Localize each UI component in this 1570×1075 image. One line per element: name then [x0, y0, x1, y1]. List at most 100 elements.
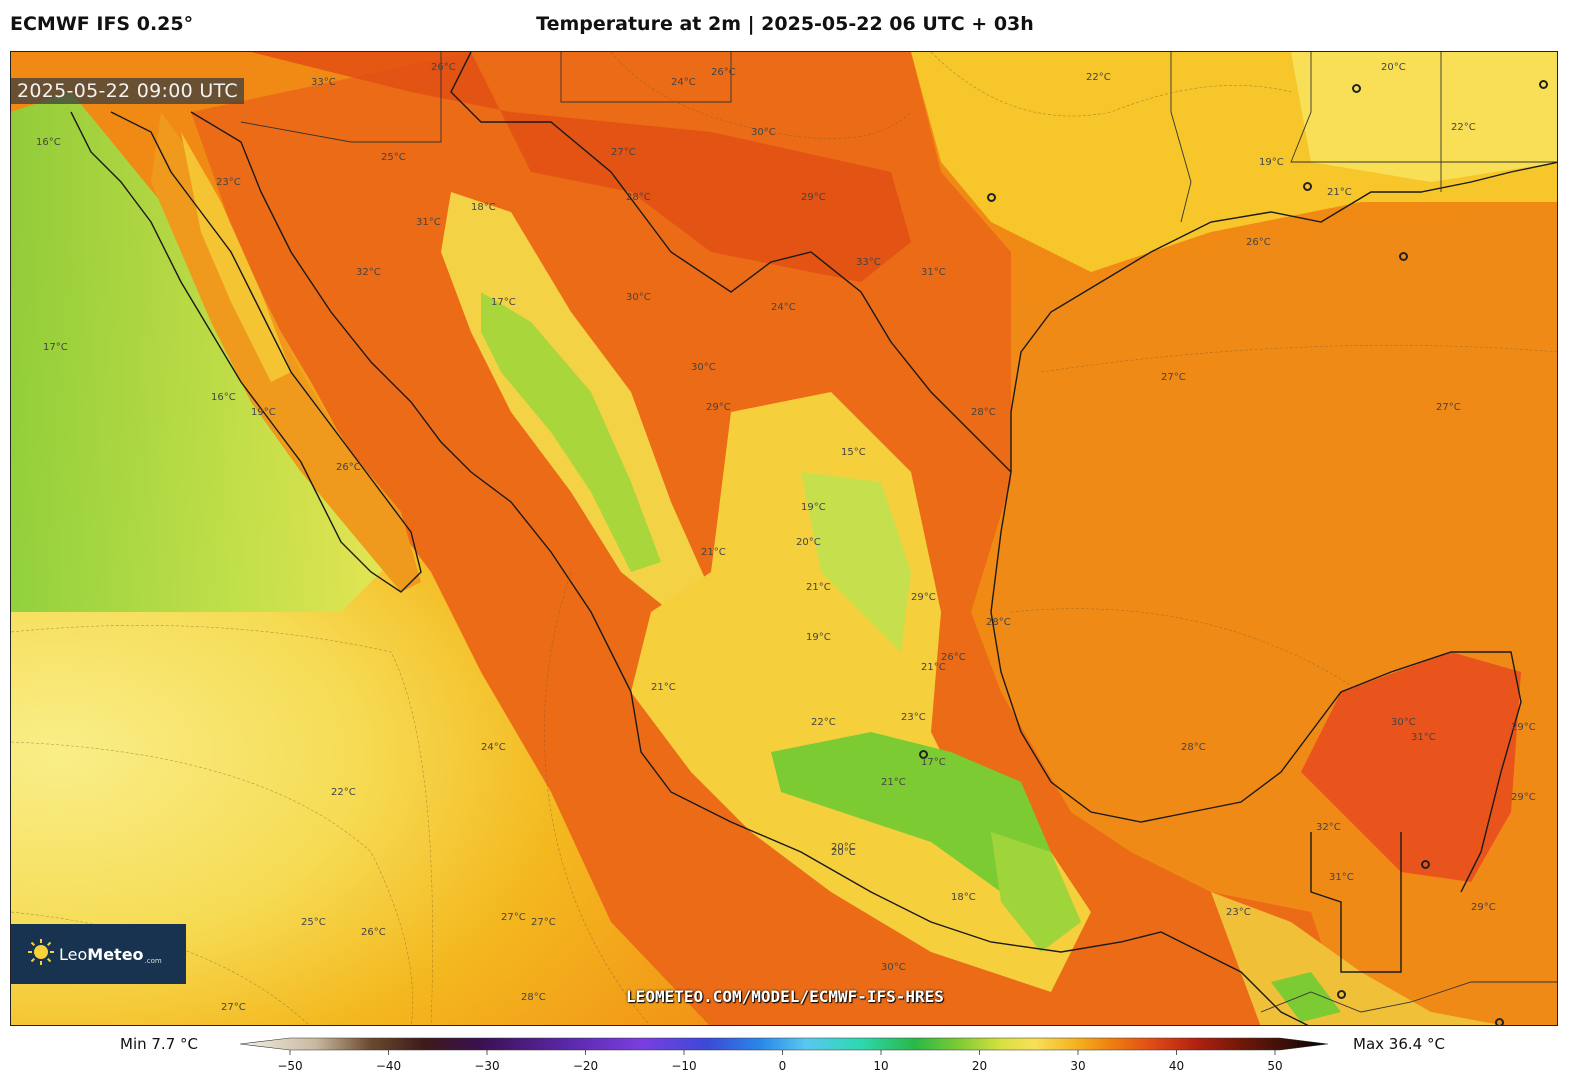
isotherm-label: 20°C: [831, 842, 856, 853]
leometeo-logo[interactable]: LeoMeteo.com: [11, 924, 186, 984]
isotherm-label: 32°C: [1316, 822, 1341, 833]
isotherm-label: 23°C: [1226, 907, 1251, 918]
model-title: ECMWF IFS 0.25°: [10, 13, 194, 35]
isotherm-label: 22°C: [1451, 122, 1476, 133]
isotherm-label: 32°C: [356, 267, 381, 278]
isotherm-label: 26°C: [361, 927, 386, 938]
chart-title: Temperature at 2m | 2025-05-22 06 UTC + …: [536, 13, 1034, 35]
colorbar-tick-label: −10: [671, 1059, 697, 1073]
isotherm-label: 31°C: [1411, 732, 1436, 743]
temperature-map[interactable]: 2025-05-22 09:00 UTC 33°C 26°C 24°C 30°C 29°…: [10, 51, 1558, 1026]
source-watermark: LEOMETEO.COM/MODEL/ECMWF-IFS-HRES: [626, 987, 944, 1006]
isotherm-label: 22°C: [331, 787, 356, 798]
min-temperature: Min 7.7 °C: [120, 1035, 198, 1053]
isotherm-label: 24°C: [771, 302, 796, 313]
isotherm-label: 15°C: [841, 447, 866, 458]
isotherm-label: 29°C: [801, 192, 826, 203]
city-marker[interactable]: [1539, 80, 1548, 89]
logo-text: LeoMeteo.com: [59, 944, 162, 965]
isotherm-label: 21°C: [651, 682, 676, 693]
isotherm-label: 30°C: [626, 292, 651, 303]
isotherm-label: 30°C: [881, 962, 906, 973]
isotherm-label: 33°C: [311, 77, 336, 88]
isotherm-label: 28°C: [626, 192, 651, 203]
city-marker[interactable]: [1352, 84, 1361, 93]
isotherm-label: 22°C: [1086, 72, 1111, 83]
isotherm-label: 20°C: [831, 847, 856, 858]
colorbar-tick-label: 40: [1168, 1059, 1185, 1073]
isotherm-label: 29°C: [1511, 792, 1536, 803]
isotherm-label: 25°C: [381, 152, 406, 163]
isotherm-label: 30°C: [691, 362, 716, 373]
city-marker[interactable]: [1337, 990, 1346, 999]
isotherm-label: 28°C: [986, 617, 1011, 628]
isotherm-label: 26°C: [336, 462, 361, 473]
isotherm-label: 27°C: [1161, 372, 1186, 383]
sun-icon: [27, 938, 55, 970]
city-marker[interactable]: [919, 750, 928, 759]
colorbar-tick-label: 0: [778, 1059, 787, 1073]
isotherm-label: 27°C: [611, 147, 636, 158]
city-marker[interactable]: [1421, 860, 1430, 869]
colorbar-tick-label: 10: [873, 1059, 889, 1073]
isotherm-label: 21°C: [921, 662, 946, 673]
colorbar-tick-label: 20: [971, 1059, 988, 1073]
isotherm-label: 30°C: [751, 127, 776, 138]
isotherm-label: 19°C: [801, 502, 826, 513]
isotherm-label: 28°C: [971, 407, 996, 418]
isotherm-label: 30°C: [1391, 717, 1416, 728]
isotherm-label: 17°C: [43, 342, 68, 353]
colorbar-tick-label: 50: [1267, 1059, 1283, 1073]
isotherm-label: 26°C: [711, 67, 736, 78]
isotherm-label: 27°C: [221, 1002, 246, 1013]
isotherm-label: 24°C: [481, 742, 506, 753]
isotherm-label: 20°C: [796, 537, 821, 548]
colorbar-tick-label: −30: [474, 1059, 500, 1073]
isotherm-label: 29°C: [1511, 722, 1536, 733]
colorbar-tick-label: −40: [375, 1059, 402, 1073]
isotherm-label: 33°C: [856, 257, 881, 268]
isotherm-label: 19°C: [806, 632, 831, 643]
isotherm-label: 21°C: [1327, 187, 1352, 198]
isotherm-label: 26°C: [431, 62, 456, 73]
isotherm-label: 26°C: [941, 652, 966, 663]
city-marker[interactable]: [1495, 1018, 1504, 1025]
city-marker[interactable]: [987, 193, 996, 202]
isotherm-label: 20°C: [1381, 62, 1406, 73]
temperature-field: [11, 52, 1557, 1025]
isotherm-label: 16°C: [36, 137, 61, 148]
colorbar: [240, 1037, 1329, 1055]
isotherm-label: 26°C: [1246, 237, 1271, 248]
isotherm-label: 23°C: [901, 712, 926, 723]
isotherm-label: 21°C: [806, 582, 831, 593]
isotherm-label: 29°C: [1471, 902, 1496, 913]
colorbar-tick-label: 30: [1070, 1059, 1086, 1073]
isotherm-label: 28°C: [1181, 742, 1206, 753]
isotherm-label: 19°C: [251, 407, 276, 418]
isotherm-label: 18°C: [951, 892, 976, 903]
isotherm-label: 21°C: [701, 547, 726, 558]
isotherm-label: 23°C: [216, 177, 241, 188]
city-marker[interactable]: [1399, 252, 1408, 261]
isotherm-label: 16°C: [211, 392, 236, 403]
isotherm-label: 18°C: [471, 202, 496, 213]
isotherm-label: 31°C: [416, 217, 441, 228]
isotherm-label: 19°C: [1259, 157, 1284, 168]
isotherm-label: 27°C: [1436, 402, 1461, 413]
isotherm-label: 29°C: [706, 402, 731, 413]
isotherm-label: 25°C: [301, 917, 326, 928]
colorbar-tick-label: −20: [572, 1059, 599, 1073]
isotherm-label: 31°C: [921, 267, 946, 278]
isotherm-label: 17°C: [491, 297, 516, 308]
valid-time-label: 2025-05-22 09:00 UTC: [11, 78, 244, 104]
city-marker[interactable]: [1303, 182, 1312, 191]
isotherm-label: 22°C: [811, 717, 836, 728]
isotherm-label: 27°C: [531, 917, 556, 928]
max-temperature: Max 36.4 °C: [1353, 1035, 1445, 1053]
isotherm-label: 29°C: [911, 592, 936, 603]
isotherm-label: 28°C: [521, 992, 546, 1003]
isotherm-label: 31°C: [1329, 872, 1354, 883]
colorbar-tick-label: −50: [277, 1059, 303, 1073]
isotherm-label: 24°C: [671, 77, 696, 88]
isotherm-label: 27°C: [501, 912, 526, 923]
